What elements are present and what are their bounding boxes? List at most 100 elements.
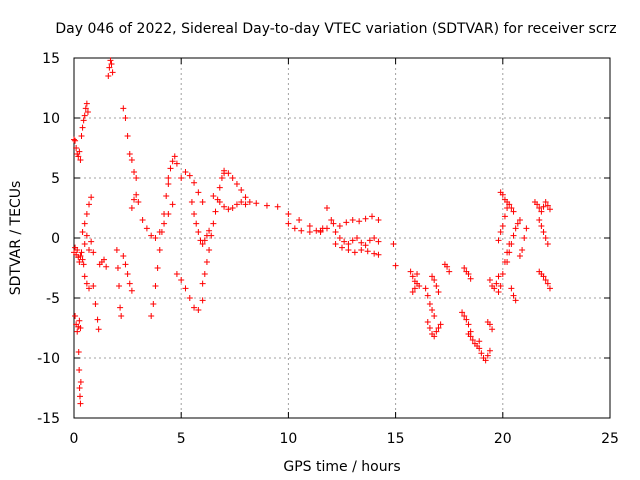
- data-point: [371, 235, 378, 241]
- data-point: [72, 313, 79, 319]
- data-point: [191, 304, 198, 311]
- y-axis-label: SDTVAR / TECUs: [8, 181, 24, 296]
- x-tick-label: 20: [494, 431, 512, 447]
- data-point: [497, 229, 504, 235]
- data-point: [504, 259, 511, 265]
- data-point: [126, 280, 133, 287]
- data-point: [476, 345, 483, 352]
- data-point: [495, 237, 502, 244]
- data-point: [94, 316, 101, 323]
- data-point: [79, 124, 86, 131]
- y-tick-label: 0: [51, 231, 60, 247]
- data-point: [486, 347, 493, 354]
- data-point: [210, 220, 217, 227]
- data-point: [407, 268, 414, 275]
- data-point: [221, 167, 228, 174]
- data-point: [143, 225, 150, 232]
- data-point: [328, 217, 335, 223]
- chart-title: Day 046 of 2022, Sidereal Day-to-day VTE…: [55, 21, 616, 37]
- data-point: [424, 292, 431, 299]
- x-tick-label: 15: [387, 431, 405, 447]
- data-point: [225, 206, 232, 213]
- data-point: [499, 223, 506, 229]
- data-point: [122, 115, 129, 121]
- data-point: [486, 321, 493, 328]
- data-point: [161, 220, 168, 227]
- data-point: [238, 199, 245, 205]
- data-point: [76, 259, 83, 265]
- data-point: [182, 285, 189, 292]
- data-point: [356, 218, 363, 225]
- data-point: [516, 253, 523, 259]
- data-point: [75, 153, 82, 160]
- data-point: [416, 283, 423, 289]
- data-point: [233, 201, 240, 208]
- data-point: [218, 175, 225, 181]
- data-point: [77, 379, 84, 385]
- data-point: [108, 61, 115, 67]
- data-point: [409, 289, 416, 295]
- data-point: [375, 217, 382, 223]
- data-point: [120, 253, 127, 259]
- data-point: [538, 208, 545, 215]
- data-point: [77, 157, 84, 163]
- data-point: [323, 205, 330, 211]
- data-point: [105, 73, 112, 79]
- data-point: [167, 165, 174, 172]
- data-point: [465, 271, 472, 277]
- data-point: [390, 241, 397, 247]
- y-tick-label: -10: [37, 351, 60, 367]
- data-point: [173, 271, 180, 277]
- data-point: [306, 229, 313, 235]
- data-point: [435, 289, 442, 295]
- data-point: [349, 237, 356, 244]
- data-point: [221, 203, 228, 210]
- data-point: [422, 285, 429, 292]
- data-point: [540, 273, 547, 280]
- data-point: [74, 328, 81, 335]
- data-point: [426, 301, 433, 307]
- data-point: [109, 69, 116, 76]
- data-point: [366, 237, 373, 244]
- data-point: [497, 283, 504, 289]
- data-point: [238, 187, 245, 193]
- data-point: [354, 235, 361, 241]
- data-point: [71, 136, 77, 143]
- data-point: [429, 273, 436, 280]
- data-point: [199, 280, 206, 287]
- data-point: [128, 287, 135, 294]
- data-point: [362, 215, 369, 222]
- data-point: [81, 241, 88, 247]
- data-point: [86, 285, 93, 292]
- data-point: [285, 220, 292, 227]
- data-point: [90, 249, 97, 256]
- data-point: [323, 225, 330, 232]
- data-point: [113, 247, 120, 253]
- y-tick-label: 5: [51, 171, 60, 187]
- data-point: [186, 295, 193, 301]
- data-point: [493, 280, 500, 287]
- data-point: [79, 229, 86, 235]
- data-point: [285, 211, 292, 217]
- data-point: [358, 247, 365, 253]
- data-point: [150, 301, 157, 307]
- data-points: [71, 57, 553, 407]
- data-point: [514, 220, 521, 227]
- axis-ticks: 0 5 10 15 20 25 -15 -10 -5 0 5 10 15: [37, 51, 619, 447]
- data-point: [306, 223, 313, 229]
- y-tick-label: 15: [42, 51, 60, 67]
- data-point: [461, 265, 468, 271]
- data-point: [341, 238, 348, 245]
- data-point: [206, 227, 213, 234]
- data-point: [499, 271, 506, 277]
- data-point: [199, 241, 206, 247]
- data-point: [544, 202, 551, 209]
- data-point: [81, 112, 88, 119]
- data-point: [114, 265, 121, 271]
- data-point: [161, 211, 168, 217]
- x-axis-label: GPS time / hours: [283, 459, 400, 475]
- data-point: [349, 217, 356, 223]
- data-point: [332, 229, 339, 235]
- data-point: [371, 250, 378, 257]
- data-point: [148, 232, 155, 239]
